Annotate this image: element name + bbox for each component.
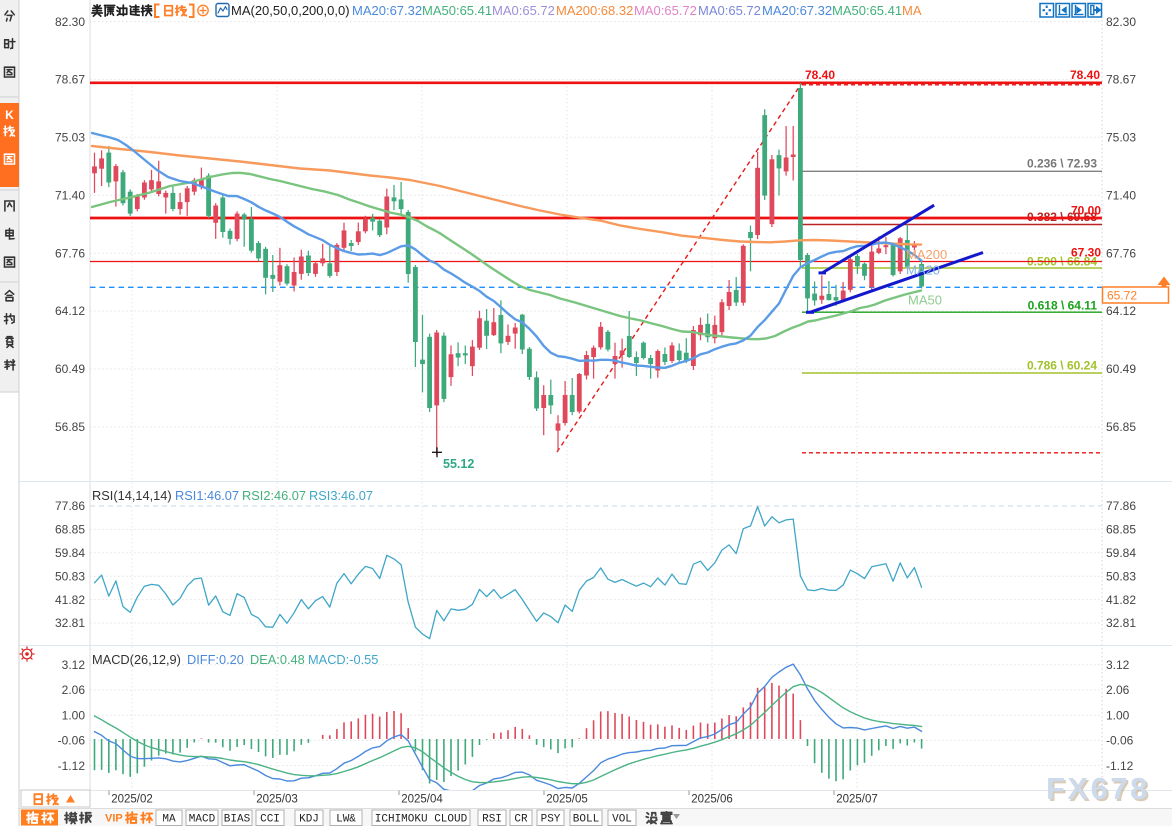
svg-text:1.00: 1.00 bbox=[62, 708, 86, 722]
svg-text:BIAS: BIAS bbox=[224, 814, 251, 826]
svg-text:2025/02: 2025/02 bbox=[111, 794, 153, 806]
svg-text:67.30: 67.30 bbox=[1071, 246, 1101, 260]
svg-text:MACD:-0.55: MACD:-0.55 bbox=[308, 652, 378, 667]
svg-text:75.03: 75.03 bbox=[55, 130, 85, 144]
svg-text:77.86: 77.86 bbox=[1106, 499, 1136, 513]
svg-text:CCI: CCI bbox=[260, 814, 280, 826]
svg-text:-1.12: -1.12 bbox=[58, 759, 86, 773]
svg-text:67.76: 67.76 bbox=[55, 246, 85, 260]
svg-text:BOLL: BOLL bbox=[573, 814, 599, 826]
svg-text:KDJ: KDJ bbox=[299, 814, 319, 826]
svg-text:K: K bbox=[5, 108, 14, 122]
svg-text:32.81: 32.81 bbox=[1106, 616, 1136, 630]
svg-text:MACD(26,12,9): MACD(26,12,9) bbox=[92, 652, 181, 667]
svg-text:LW&: LW& bbox=[336, 814, 356, 826]
svg-text:-0.06: -0.06 bbox=[58, 734, 86, 748]
svg-text:50.83: 50.83 bbox=[1106, 569, 1136, 583]
svg-text:MACD: MACD bbox=[189, 814, 216, 826]
svg-text:71.40: 71.40 bbox=[1106, 188, 1136, 202]
svg-text:1.00: 1.00 bbox=[1106, 708, 1130, 722]
svg-text:RSI(14,14,14): RSI(14,14,14) bbox=[92, 488, 172, 503]
svg-text:65.72: 65.72 bbox=[1107, 289, 1137, 303]
svg-text:RSI2:46.07: RSI2:46.07 bbox=[242, 488, 306, 503]
svg-text:MA200: MA200 bbox=[906, 247, 947, 262]
svg-text:56.85: 56.85 bbox=[55, 420, 85, 434]
svg-text:41.82: 41.82 bbox=[55, 593, 85, 607]
svg-text:56.85: 56.85 bbox=[1106, 420, 1136, 434]
svg-text:2.06: 2.06 bbox=[1106, 683, 1130, 697]
svg-text:3.12: 3.12 bbox=[1106, 658, 1130, 672]
svg-text:75.03: 75.03 bbox=[1106, 130, 1136, 144]
svg-text:FX678: FX678 bbox=[1048, 773, 1152, 808]
svg-text:68.85: 68.85 bbox=[55, 523, 85, 537]
svg-text:78.67: 78.67 bbox=[55, 73, 85, 87]
svg-text:VIP: VIP bbox=[105, 813, 123, 825]
svg-text:3.12: 3.12 bbox=[62, 658, 86, 672]
svg-text:64.12: 64.12 bbox=[1106, 304, 1136, 318]
svg-text:MA20: MA20 bbox=[906, 263, 940, 278]
svg-text:59.84: 59.84 bbox=[1106, 546, 1136, 560]
svg-text:MA20:67.32: MA20:67.32 bbox=[762, 3, 832, 18]
svg-text:MA0:65.72: MA0:65.72 bbox=[634, 3, 697, 18]
svg-text:67.76: 67.76 bbox=[1106, 246, 1136, 260]
svg-text:2.06: 2.06 bbox=[62, 683, 86, 697]
svg-text:0.236 \ 72.93: 0.236 \ 72.93 bbox=[1027, 157, 1097, 171]
svg-text:0.786 \ 60.24: 0.786 \ 60.24 bbox=[1027, 359, 1097, 373]
svg-text:MA50: MA50 bbox=[908, 293, 942, 308]
svg-text:MA50:65.41: MA50:65.41 bbox=[832, 3, 902, 18]
svg-text:55.12: 55.12 bbox=[443, 457, 474, 471]
svg-text:82.30: 82.30 bbox=[1106, 15, 1136, 29]
svg-text:RSI: RSI bbox=[482, 814, 502, 826]
svg-text:-0.06: -0.06 bbox=[1106, 734, 1134, 748]
svg-text:32.81: 32.81 bbox=[55, 616, 85, 630]
svg-text:MA200:68.32: MA200:68.32 bbox=[556, 3, 633, 18]
svg-text:MA(20,50,0,200,0,0): MA(20,50,0,200,0,0) bbox=[231, 3, 350, 18]
svg-text:64.12: 64.12 bbox=[55, 304, 85, 318]
svg-text:0.618 \ 64.11: 0.618 \ 64.11 bbox=[1028, 299, 1098, 313]
svg-text:DEA:0.48: DEA:0.48 bbox=[250, 652, 305, 667]
svg-text:MA: MA bbox=[902, 3, 922, 18]
svg-text:60.49: 60.49 bbox=[55, 362, 85, 376]
svg-text:DIFF:0.20: DIFF:0.20 bbox=[187, 652, 244, 667]
svg-text:78.40: 78.40 bbox=[1070, 68, 1100, 82]
svg-text:41.82: 41.82 bbox=[1106, 593, 1136, 607]
svg-text:MA50:65.41: MA50:65.41 bbox=[422, 3, 492, 18]
svg-text:-1.12: -1.12 bbox=[1106, 759, 1134, 773]
svg-text:60.49: 60.49 bbox=[1106, 362, 1136, 376]
svg-text:MA0:65.72: MA0:65.72 bbox=[698, 3, 761, 18]
svg-text:RSI1:46.07: RSI1:46.07 bbox=[175, 488, 239, 503]
svg-text:MA20:67.32: MA20:67.32 bbox=[352, 3, 422, 18]
svg-text:RSI3:46.07: RSI3:46.07 bbox=[309, 488, 373, 503]
svg-text:78.67: 78.67 bbox=[1106, 73, 1136, 87]
svg-text:2025/03: 2025/03 bbox=[256, 794, 298, 806]
svg-text:FX678: FX678 bbox=[1046, 771, 1150, 806]
svg-text:MA: MA bbox=[162, 814, 176, 826]
svg-text:70.00: 70.00 bbox=[1071, 204, 1101, 218]
svg-text:CR: CR bbox=[514, 814, 528, 826]
svg-text:2025/05: 2025/05 bbox=[546, 794, 588, 806]
svg-text:2025/06: 2025/06 bbox=[691, 794, 733, 806]
svg-text:2025/04: 2025/04 bbox=[401, 794, 443, 806]
svg-text:77.86: 77.86 bbox=[55, 499, 85, 513]
svg-text:71.40: 71.40 bbox=[55, 188, 85, 202]
svg-text:78.40: 78.40 bbox=[805, 68, 835, 82]
svg-text:VOL: VOL bbox=[612, 814, 632, 826]
svg-text:MA0:65.72: MA0:65.72 bbox=[492, 3, 555, 18]
svg-text:PSY: PSY bbox=[541, 814, 561, 826]
svg-text:82.30: 82.30 bbox=[55, 15, 85, 29]
svg-text:ICHIMOKU CLOUD: ICHIMOKU CLOUD bbox=[375, 814, 468, 826]
svg-text:50.83: 50.83 bbox=[55, 569, 85, 583]
svg-text:2025/07: 2025/07 bbox=[836, 794, 878, 806]
svg-text:59.84: 59.84 bbox=[55, 546, 85, 560]
svg-text:68.85: 68.85 bbox=[1106, 523, 1136, 537]
